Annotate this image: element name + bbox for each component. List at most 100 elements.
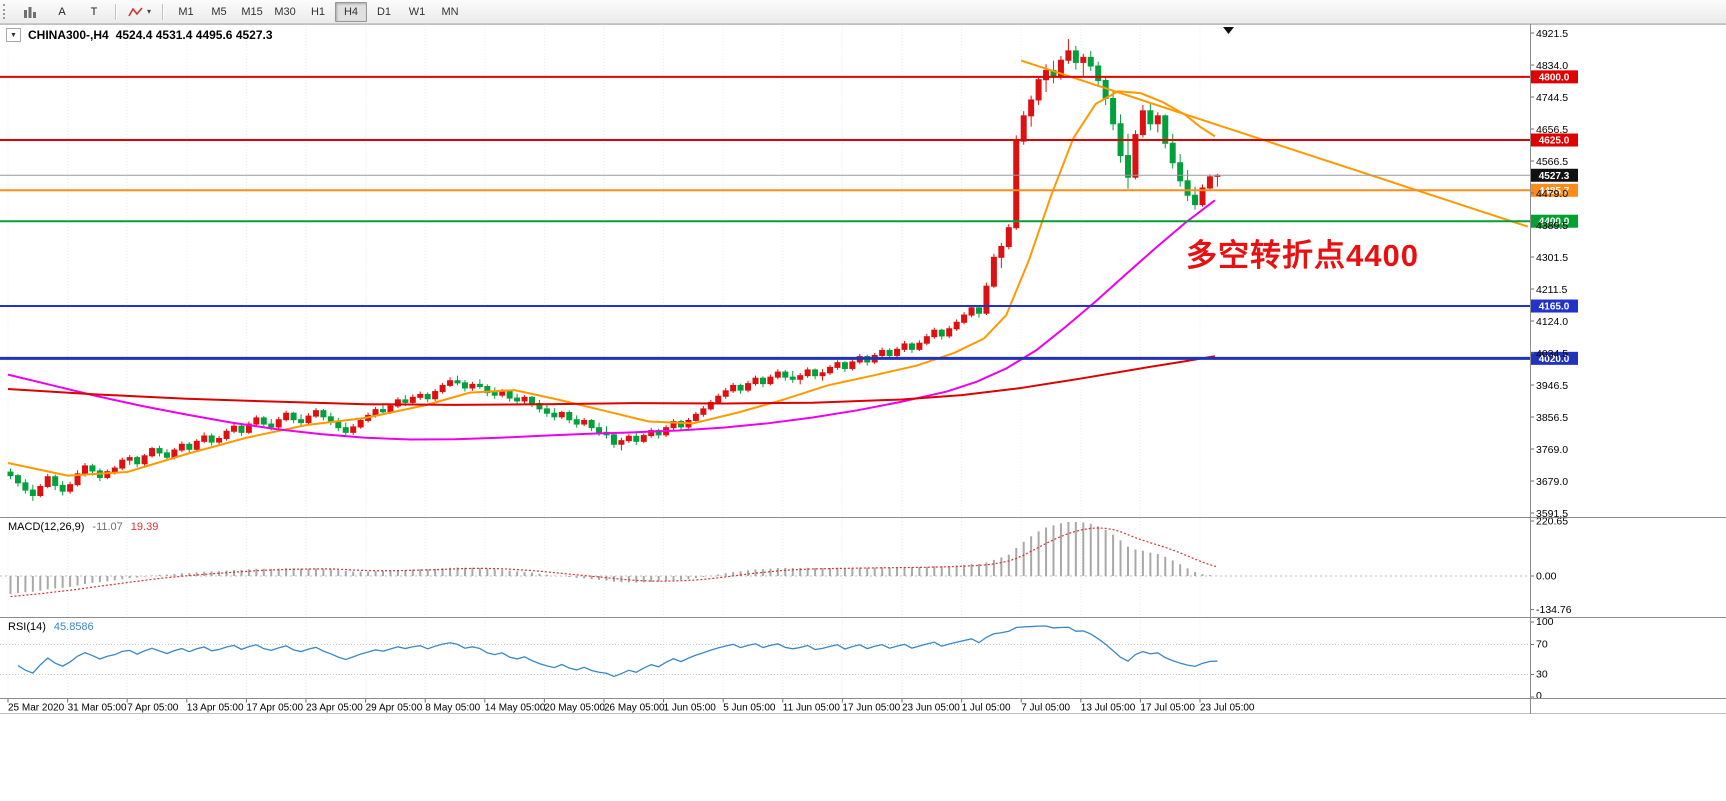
candle-body xyxy=(529,396,535,404)
symbol-dropdown-icon[interactable]: ▼ xyxy=(6,28,21,42)
candle-body xyxy=(625,435,632,442)
candle-body xyxy=(439,384,446,393)
price-badge xyxy=(1531,70,1578,84)
zigzag-tool-button[interactable]: ▾ xyxy=(123,1,156,22)
candle-body xyxy=(953,321,960,330)
timeframe-button-h4[interactable]: H4 xyxy=(335,1,368,22)
candle-body xyxy=(692,413,699,421)
candle-body xyxy=(618,440,625,445)
candle-body xyxy=(461,382,468,389)
candle-body xyxy=(275,419,282,428)
time-axis-label: 25 Mar 2020 xyxy=(8,703,65,714)
candle-body xyxy=(581,419,588,425)
timeframe-button-m1[interactable]: M1 xyxy=(178,5,194,18)
candle-body xyxy=(67,484,74,492)
chart-title-row: ▼ CHINA300-,H4 4524.4 4531.4 4495.6 4527… xyxy=(6,28,273,42)
candle-body xyxy=(82,465,88,475)
timeframe-button-m5[interactable]: M5 xyxy=(211,5,227,18)
rsi-axis-label: 100 xyxy=(1536,616,1554,628)
time-axis-label: 31 Mar 05:00 xyxy=(68,703,127,714)
candle-body xyxy=(774,371,781,378)
candle-body xyxy=(640,435,647,442)
rsi-line xyxy=(17,625,1218,678)
candle-body xyxy=(648,430,655,437)
candle-body xyxy=(901,343,908,350)
candle-body xyxy=(245,423,252,433)
candle-body xyxy=(596,427,603,433)
trendline[interactable] xyxy=(1020,59,1529,228)
candle-body xyxy=(156,448,163,454)
rsi-axis-label: 0 xyxy=(1536,690,1542,702)
time-axis-label: 8 May 05:00 xyxy=(425,703,480,714)
candle-body xyxy=(834,362,841,368)
price-badge xyxy=(1531,351,1578,365)
timeframe-button-d1[interactable]: D1 xyxy=(376,5,392,18)
candle-body xyxy=(1184,180,1191,196)
candle-body xyxy=(841,362,848,369)
zigzag-icon xyxy=(128,6,143,16)
price-badge-label: 4527.3 xyxy=(1539,171,1570,182)
candle-body xyxy=(990,256,997,287)
candle-body xyxy=(193,440,200,450)
candle-body xyxy=(141,455,148,465)
candle-body xyxy=(1169,142,1176,164)
candle-body xyxy=(752,377,759,385)
candle-body xyxy=(409,396,416,403)
candle-body xyxy=(722,390,729,397)
time-axis-label: 1 Jun 05:00 xyxy=(664,703,717,714)
candle-body xyxy=(119,459,126,469)
candle-body xyxy=(74,473,81,486)
candle-body xyxy=(7,471,14,477)
price-badge xyxy=(1531,168,1578,182)
timeframe-button-mn[interactable]: MN xyxy=(441,5,459,18)
price-axis-label: 4656.5 xyxy=(1536,124,1568,136)
candle-body xyxy=(1020,115,1027,142)
candle-body xyxy=(298,419,305,424)
text-tool-t-button[interactable]: T xyxy=(90,5,98,18)
price-axis-label: 4479.0 xyxy=(1536,188,1568,200)
candle-body xyxy=(402,399,409,403)
macd-signal-line xyxy=(10,527,1218,598)
candle-body xyxy=(514,397,521,402)
candle-body xyxy=(394,399,401,407)
rsi-name: RSI(14) xyxy=(8,621,46,633)
price-badge-label: 4400.0 xyxy=(1539,217,1570,228)
timeframe-button-h1[interactable]: H1 xyxy=(310,5,326,18)
candle-body xyxy=(573,419,580,425)
candle-body xyxy=(163,452,170,458)
candle-body xyxy=(454,380,461,384)
chart-title: CHINA300-,H4 xyxy=(28,28,109,42)
candle-body xyxy=(387,405,394,413)
macd-main-value: -11.07 xyxy=(92,521,123,533)
chart-shift-marker-icon[interactable] xyxy=(1223,27,1234,34)
candle-body xyxy=(566,411,573,421)
time-axis-label: 7 Jul 05:00 xyxy=(1021,703,1070,714)
toolbar-grip[interactable] xyxy=(3,4,9,19)
candle-body xyxy=(1080,56,1087,63)
candle-body xyxy=(111,467,118,473)
candle-body xyxy=(849,361,856,369)
chart-type-button[interactable] xyxy=(15,1,45,22)
candle-body xyxy=(1162,115,1169,144)
medium-ma-line xyxy=(7,199,1216,441)
text-tool-a-button[interactable]: A xyxy=(58,5,66,18)
candle-body xyxy=(678,421,684,428)
price-axis-label: 3679.0 xyxy=(1536,476,1568,488)
price-axis-label: 4744.5 xyxy=(1536,92,1568,104)
timeframe-button-m15[interactable]: M15 xyxy=(241,5,263,18)
candle-body xyxy=(789,376,796,380)
timeframe-button-m30[interactable]: M30 xyxy=(274,5,296,18)
candle-body xyxy=(1072,50,1079,63)
candle-body xyxy=(149,448,156,457)
timeframe-button-w1[interactable]: W1 xyxy=(408,5,426,18)
candle-body xyxy=(476,383,483,388)
candle-body xyxy=(1028,99,1035,117)
candle-body xyxy=(208,435,215,443)
time-axis-label: 1 Jul 05:00 xyxy=(962,703,1011,714)
price-axis-label: 3856.5 xyxy=(1536,412,1568,424)
price-axis-label: 4124.0 xyxy=(1536,316,1568,328)
macd-axis-label: 220.65 xyxy=(1536,516,1568,528)
time-axis-label: 13 Apr 05:00 xyxy=(187,703,244,714)
candle-body xyxy=(1206,176,1213,189)
